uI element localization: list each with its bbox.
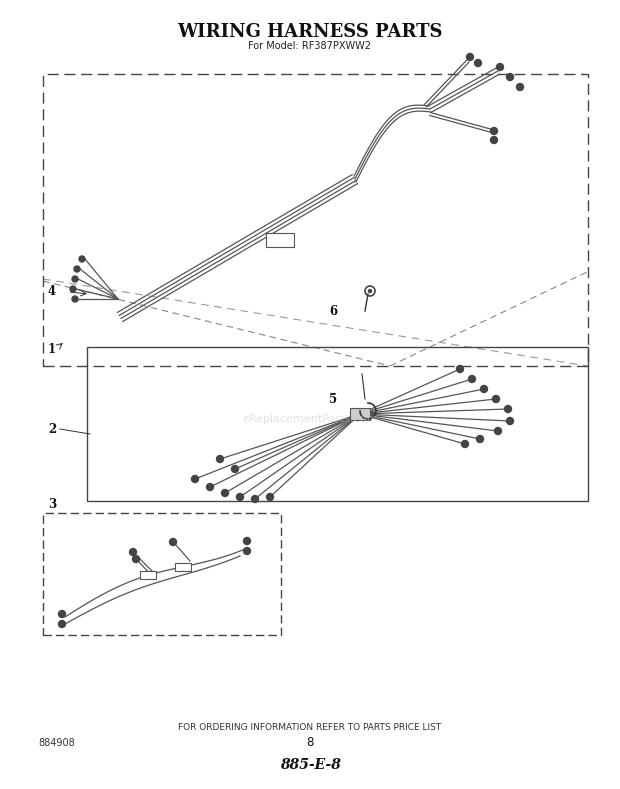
Circle shape <box>477 436 484 443</box>
Circle shape <box>72 276 78 282</box>
Text: 3: 3 <box>48 498 56 510</box>
Circle shape <box>133 555 140 563</box>
Circle shape <box>368 290 371 293</box>
Circle shape <box>516 84 523 91</box>
Bar <box>140 571 156 579</box>
Circle shape <box>507 73 513 80</box>
Circle shape <box>505 406 511 413</box>
Circle shape <box>495 428 502 435</box>
Circle shape <box>490 128 497 134</box>
Text: 2: 2 <box>48 422 56 436</box>
Circle shape <box>507 417 513 424</box>
Circle shape <box>490 136 497 144</box>
Circle shape <box>252 495 259 503</box>
Text: 4: 4 <box>48 285 56 297</box>
Circle shape <box>79 256 85 262</box>
Circle shape <box>58 620 66 627</box>
Circle shape <box>216 455 223 462</box>
Circle shape <box>267 493 273 500</box>
Text: For Model: RF387PXWW2: For Model: RF387PXWW2 <box>249 41 371 51</box>
Bar <box>43 74 588 366</box>
Circle shape <box>244 548 250 555</box>
Circle shape <box>466 54 474 61</box>
Text: 5: 5 <box>329 392 337 406</box>
Circle shape <box>236 493 244 500</box>
Circle shape <box>456 365 464 372</box>
Circle shape <box>461 440 469 447</box>
Text: 8: 8 <box>306 736 314 750</box>
Bar <box>43 513 281 635</box>
Circle shape <box>469 376 476 383</box>
Bar <box>87 347 588 501</box>
Text: 6: 6 <box>329 305 337 317</box>
Circle shape <box>192 476 198 483</box>
Circle shape <box>474 59 482 66</box>
Circle shape <box>480 386 487 392</box>
Circle shape <box>492 395 500 402</box>
Bar <box>266 233 294 247</box>
Circle shape <box>206 484 213 491</box>
Text: 884908: 884908 <box>38 738 75 748</box>
Circle shape <box>231 466 239 473</box>
Circle shape <box>169 539 177 545</box>
Circle shape <box>497 63 503 70</box>
Circle shape <box>130 548 136 555</box>
Circle shape <box>221 489 229 496</box>
Text: FOR ORDERING INFORMATION REFER TO PARTS PRICE LIST: FOR ORDERING INFORMATION REFER TO PARTS … <box>179 723 441 731</box>
Text: 1: 1 <box>48 342 56 356</box>
Text: 885-E-8: 885-E-8 <box>280 758 340 772</box>
Bar <box>350 408 370 420</box>
Text: eReplacementParts.com: eReplacementParts.com <box>242 414 378 424</box>
Circle shape <box>74 266 80 272</box>
Circle shape <box>58 611 66 618</box>
Text: WIRING HARNESS PARTS: WIRING HARNESS PARTS <box>177 23 443 41</box>
Circle shape <box>244 537 250 544</box>
Bar <box>175 563 191 571</box>
Circle shape <box>70 286 76 292</box>
Circle shape <box>72 296 78 302</box>
